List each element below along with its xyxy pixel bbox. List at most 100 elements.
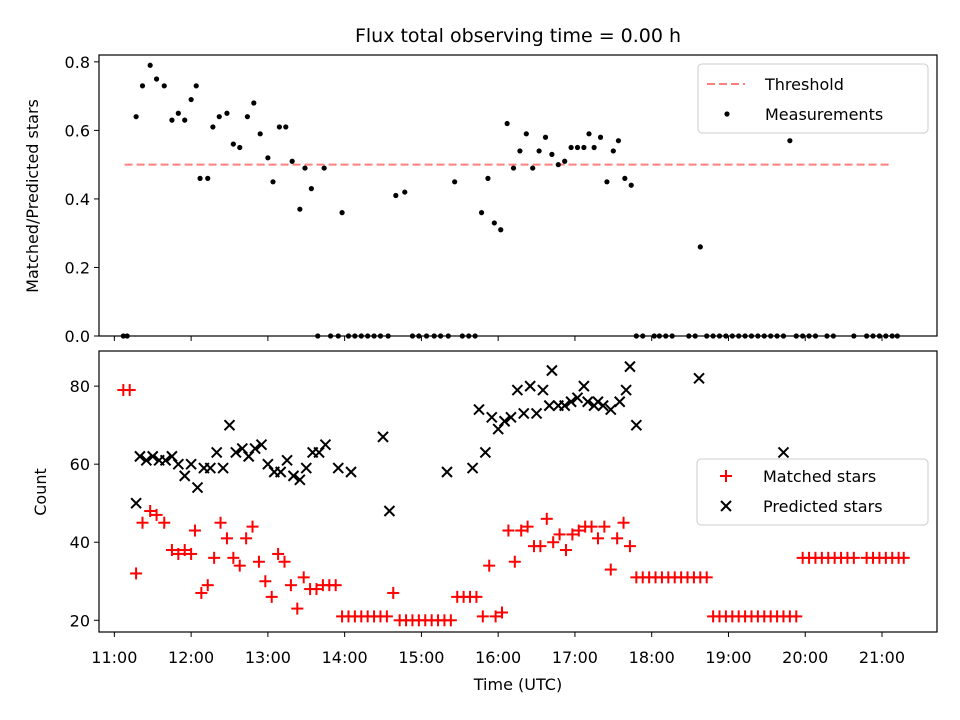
measurement-point bbox=[604, 179, 610, 185]
top-y-axis: 0.0 0.2 0.4 0.6 0.8 bbox=[65, 53, 99, 346]
bottom-y-axis-label: Count bbox=[31, 468, 50, 516]
matched-star-point bbox=[559, 544, 572, 557]
matched-star-point bbox=[246, 520, 259, 533]
top-axes-frame bbox=[98, 54, 938, 337]
measurement-point bbox=[452, 179, 458, 185]
predicted-star-point bbox=[620, 384, 632, 396]
predicted-star-point bbox=[466, 462, 479, 474]
matched-star-point bbox=[604, 563, 617, 576]
legend-measurements-label: Measurements bbox=[765, 105, 883, 124]
measurement-point bbox=[289, 158, 295, 164]
predicted-star-point bbox=[281, 454, 293, 466]
matched-star-point bbox=[214, 516, 227, 529]
bottom-ytick-label: 40 bbox=[70, 533, 90, 552]
bottom-x-axis: 11:00 12:00 13:00 14:00 15:00 16:00 17:00 18:00… bbox=[91, 632, 905, 667]
measurement-point bbox=[478, 210, 485, 216]
matched-star-point bbox=[172, 547, 185, 560]
measurement-point bbox=[257, 131, 263, 137]
bottom-plot-area bbox=[117, 360, 910, 627]
top-ytick-label: 0.0 bbox=[65, 327, 90, 346]
matched-star-point bbox=[297, 571, 310, 584]
matched-star-point bbox=[123, 384, 136, 397]
measurement-point bbox=[562, 158, 568, 164]
predicted-star-point bbox=[147, 450, 159, 463]
measurement-point bbox=[297, 206, 303, 212]
measurement-point bbox=[542, 134, 549, 140]
matched-star-point bbox=[227, 551, 240, 564]
matched-star-point bbox=[617, 516, 630, 529]
top-ytick-label: 0.8 bbox=[65, 53, 90, 72]
measurement-point bbox=[276, 124, 282, 130]
predicted-star-point bbox=[319, 438, 332, 451]
matched-star-point bbox=[233, 559, 246, 572]
measurement-point bbox=[283, 124, 289, 130]
measurement-point bbox=[230, 141, 236, 147]
matched-star-point bbox=[483, 559, 496, 572]
legend-predicted-label: Predicted stars bbox=[763, 497, 883, 516]
top-ytick-label: 0.2 bbox=[65, 258, 90, 277]
matched-star-point bbox=[553, 528, 566, 541]
predicted-star-point bbox=[287, 470, 300, 482]
predicted-star-point bbox=[130, 497, 142, 509]
top-panel: 0.00.20.40.60.8 Matched/Predicted stars … bbox=[23, 53, 938, 346]
predicted-star-point bbox=[565, 396, 577, 408]
matched-star-point bbox=[195, 586, 208, 599]
matched-star-point bbox=[700, 571, 713, 584]
measurement-point bbox=[193, 83, 199, 89]
legend-threshold-label: Threshold bbox=[764, 75, 844, 94]
bottom-ytick-label: 20 bbox=[70, 611, 90, 630]
xtick-label: 19:00 bbox=[705, 648, 751, 667]
measurement-point bbox=[523, 131, 529, 137]
matched-star-point bbox=[329, 579, 342, 592]
measurement-point bbox=[615, 138, 622, 144]
xtick-label: 13:00 bbox=[245, 648, 291, 667]
matched-star-point bbox=[150, 508, 163, 521]
predicted-star-point bbox=[543, 399, 556, 412]
matched-star-point bbox=[790, 610, 803, 623]
measurement-point bbox=[568, 144, 574, 151]
matched-star-point bbox=[201, 579, 214, 592]
bottom-y-axis: 20 40 60 80 bbox=[70, 377, 99, 630]
predicted-star-point bbox=[473, 403, 485, 416]
matched-star-point bbox=[220, 532, 233, 545]
predicted-star-point bbox=[172, 458, 185, 470]
matched-star-point bbox=[165, 544, 178, 557]
matched-star-point bbox=[208, 551, 221, 564]
measurement-point bbox=[210, 124, 216, 130]
measurement-point bbox=[308, 186, 314, 192]
predicted-star-point bbox=[159, 454, 172, 466]
matched-star-point bbox=[380, 610, 393, 623]
measurement-point bbox=[574, 144, 581, 151]
measurement-point bbox=[237, 144, 243, 151]
measurement-point bbox=[498, 227, 504, 233]
legend-predicted-swatch bbox=[720, 500, 732, 512]
matched-star-point bbox=[572, 524, 585, 537]
measurement-point bbox=[244, 114, 251, 120]
predicted-star-point bbox=[300, 462, 312, 474]
measurement-point bbox=[504, 120, 510, 127]
matched-star-point bbox=[252, 555, 265, 568]
predicted-star-point bbox=[624, 360, 636, 373]
xtick-label: 11:00 bbox=[91, 648, 137, 667]
matched-star-point bbox=[598, 520, 611, 533]
matched-star-point bbox=[387, 586, 400, 599]
matched-star-point bbox=[496, 606, 509, 619]
measurement-point bbox=[224, 110, 230, 116]
matched-star-point bbox=[284, 579, 297, 592]
measurement-point bbox=[182, 117, 188, 123]
legend-measurements-swatch bbox=[724, 111, 730, 117]
predicted-star-point bbox=[693, 372, 705, 385]
predicted-star-point bbox=[345, 466, 357, 478]
top-legend-box bbox=[697, 63, 929, 134]
measurement-point bbox=[133, 114, 139, 120]
predicted-star-point bbox=[505, 411, 517, 424]
matched-star-point bbox=[188, 524, 201, 537]
predicted-star-point bbox=[332, 462, 344, 474]
measurement-point bbox=[302, 165, 308, 171]
matched-star-point bbox=[158, 516, 171, 529]
predicted-star-point bbox=[777, 446, 790, 459]
measurement-point bbox=[339, 210, 345, 216]
matched-star-point bbox=[259, 575, 272, 588]
predicted-star-point bbox=[255, 438, 268, 451]
measurement-point bbox=[549, 151, 555, 157]
